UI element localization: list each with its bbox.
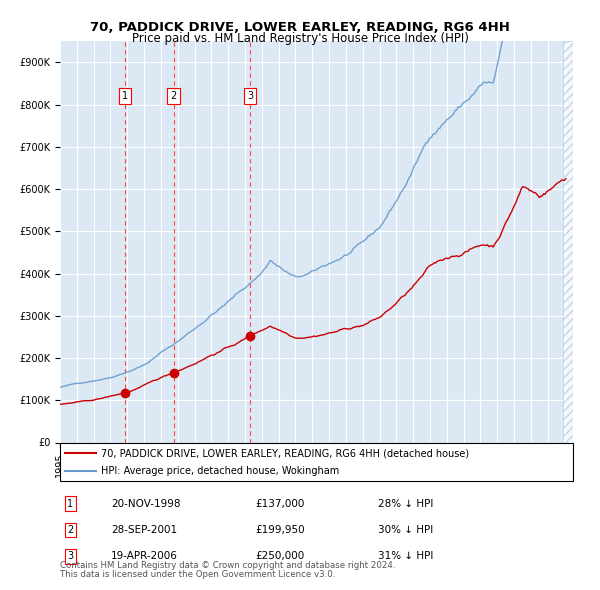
Text: 70, PADDICK DRIVE, LOWER EARLEY, READING, RG6 4HH: 70, PADDICK DRIVE, LOWER EARLEY, READING… (90, 21, 510, 34)
Text: 2: 2 (170, 91, 176, 101)
Text: 3: 3 (67, 551, 73, 561)
Text: 70, PADDICK DRIVE, LOWER EARLEY, READING, RG6 4HH (detached house): 70, PADDICK DRIVE, LOWER EARLEY, READING… (101, 448, 469, 458)
Text: 3: 3 (247, 91, 253, 101)
Bar (563, 41, 581, 442)
Text: £137,000: £137,000 (255, 499, 304, 509)
Text: Price paid vs. HM Land Registry's House Price Index (HPI): Price paid vs. HM Land Registry's House … (131, 32, 469, 45)
Text: 2: 2 (67, 525, 73, 535)
Text: This data is licensed under the Open Government Licence v3.0.: This data is licensed under the Open Gov… (60, 570, 335, 579)
Text: 28-SEP-2001: 28-SEP-2001 (112, 525, 178, 535)
Text: 28% ↓ HPI: 28% ↓ HPI (378, 499, 433, 509)
Text: HPI: Average price, detached house, Wokingham: HPI: Average price, detached house, Woki… (101, 466, 339, 476)
Text: 30% ↓ HPI: 30% ↓ HPI (378, 525, 433, 535)
Text: £250,000: £250,000 (255, 551, 304, 561)
Text: 19-APR-2006: 19-APR-2006 (112, 551, 178, 561)
FancyBboxPatch shape (60, 442, 573, 481)
Text: 1: 1 (67, 499, 73, 509)
Text: Contains HM Land Registry data © Crown copyright and database right 2024.: Contains HM Land Registry data © Crown c… (60, 560, 395, 569)
Text: £199,950: £199,950 (255, 525, 305, 535)
Text: 1: 1 (122, 91, 128, 101)
Text: 20-NOV-1998: 20-NOV-1998 (112, 499, 181, 509)
Text: 31% ↓ HPI: 31% ↓ HPI (378, 551, 433, 561)
